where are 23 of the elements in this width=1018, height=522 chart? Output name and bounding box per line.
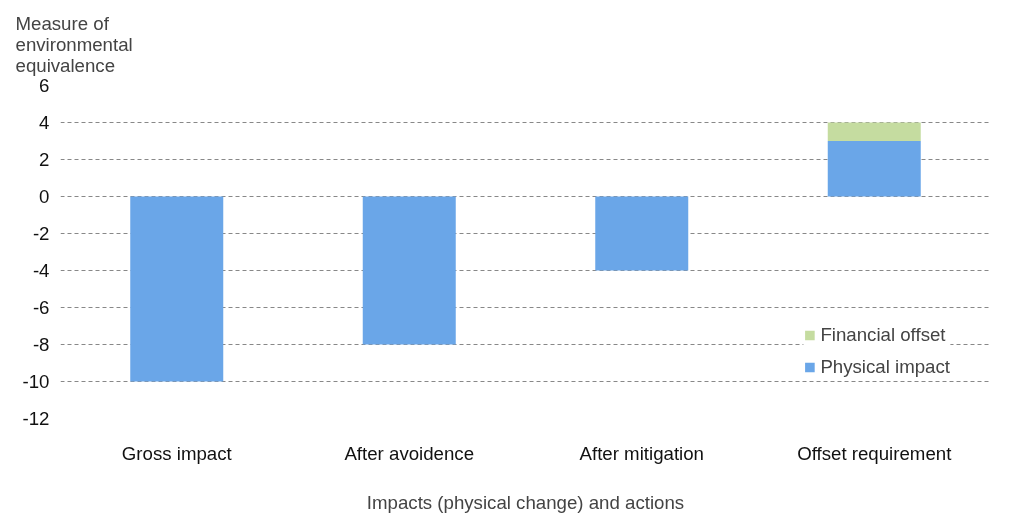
y-tick-label: 4 [39,112,50,133]
y-tick-label: -2 [32,223,50,244]
x-axis-title: Impacts (physical change) and actions [366,491,685,513]
bar [595,196,689,271]
x-tick-label: After mitigation [579,442,704,464]
y-tick-label: 2 [39,149,50,170]
y-tick-label: -8 [32,334,50,355]
bar [827,141,921,197]
bar [130,196,224,382]
legend-label: Physical impact [820,356,950,378]
x-tick-label: Gross impact [121,442,233,464]
y-tick-label: 0 [39,186,50,207]
bar [362,196,456,345]
bar [827,122,921,141]
y-tick-label: -6 [32,297,50,318]
x-tick-label: Offset requirement [797,442,953,464]
legend-label: Financial offset [820,324,946,346]
x-tick-label: After avoidence [344,442,475,464]
y-tick-label: -4 [32,260,50,281]
y-tick-label: -10 [22,371,50,392]
y-tick-label: 6 [39,75,50,96]
y-axis-title: Measure of environmental equivalence [15,12,133,76]
y-tick-label: -12 [22,408,50,429]
